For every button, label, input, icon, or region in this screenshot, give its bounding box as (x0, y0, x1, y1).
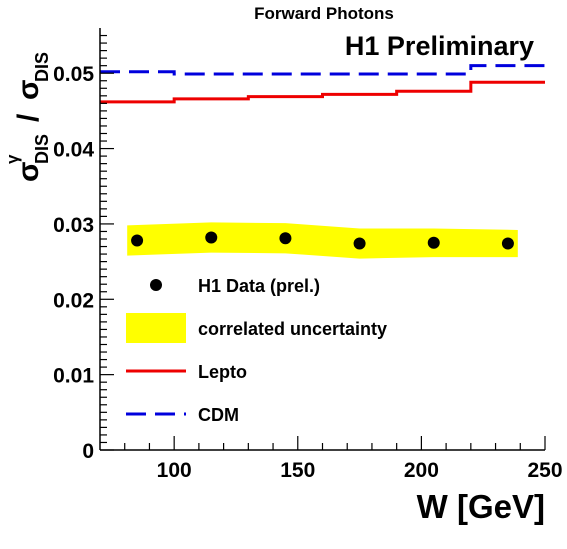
legend-swatch-band (126, 313, 186, 343)
line-cdm (100, 64, 545, 76)
legend-label-band: correlated uncertainty (198, 319, 387, 339)
data-points-layer (131, 231, 514, 250)
y-tick-label: 0.04 (53, 139, 94, 162)
y-tick-label: 0.01 (53, 365, 94, 388)
x-tick-label: 150 (280, 459, 315, 482)
legend-label-lepto: Lepto (198, 362, 247, 382)
x-tick-label: 200 (404, 459, 439, 482)
y-label-sigma-1: σ (12, 161, 45, 182)
data-point (279, 232, 292, 245)
legend-label-cdm: CDM (198, 405, 239, 425)
data-point (131, 234, 144, 247)
data-point (501, 237, 514, 250)
y-tick-label: 0 (82, 440, 94, 463)
uncertainty-band (127, 222, 518, 259)
line-lepto (100, 80, 545, 104)
x-tick-label: 100 (157, 459, 192, 482)
legend-marker-data (150, 279, 162, 291)
legend-label-data: H1 Data (prel.) (198, 276, 320, 296)
y-tick-label: 0.03 (53, 214, 94, 237)
data-point (205, 231, 218, 244)
data-point (427, 236, 440, 249)
y-axis-label: σ γ DIS / σ DIS (3, 52, 52, 182)
x-tick-label: 250 (527, 459, 562, 482)
y-label-dis-2: DIS (32, 52, 52, 82)
y-tick-label: 0.02 (53, 289, 94, 312)
axes-layer: 100 150 200 250 0 0.01 0.02 0.03 0.04 0.05 (53, 28, 563, 482)
h1-preliminary-label: H1 Preliminary (345, 31, 534, 61)
x-axis-label: W [GeV] (417, 488, 545, 525)
legend: H1 Data (prel.) correlated uncertainty Lep… (126, 276, 387, 425)
data-point (353, 237, 366, 250)
y-label-sigma-2: σ (12, 79, 45, 100)
chart-title: Forward Photons (254, 4, 394, 23)
y-label-slash: / (12, 113, 45, 122)
uncertainty-band-layer (127, 222, 518, 259)
y-tick-label: 0.05 (53, 63, 94, 86)
y-label-gamma: γ (3, 154, 22, 164)
model-lines-layer (100, 64, 545, 104)
y-label-dis-1: DIS (32, 134, 52, 164)
